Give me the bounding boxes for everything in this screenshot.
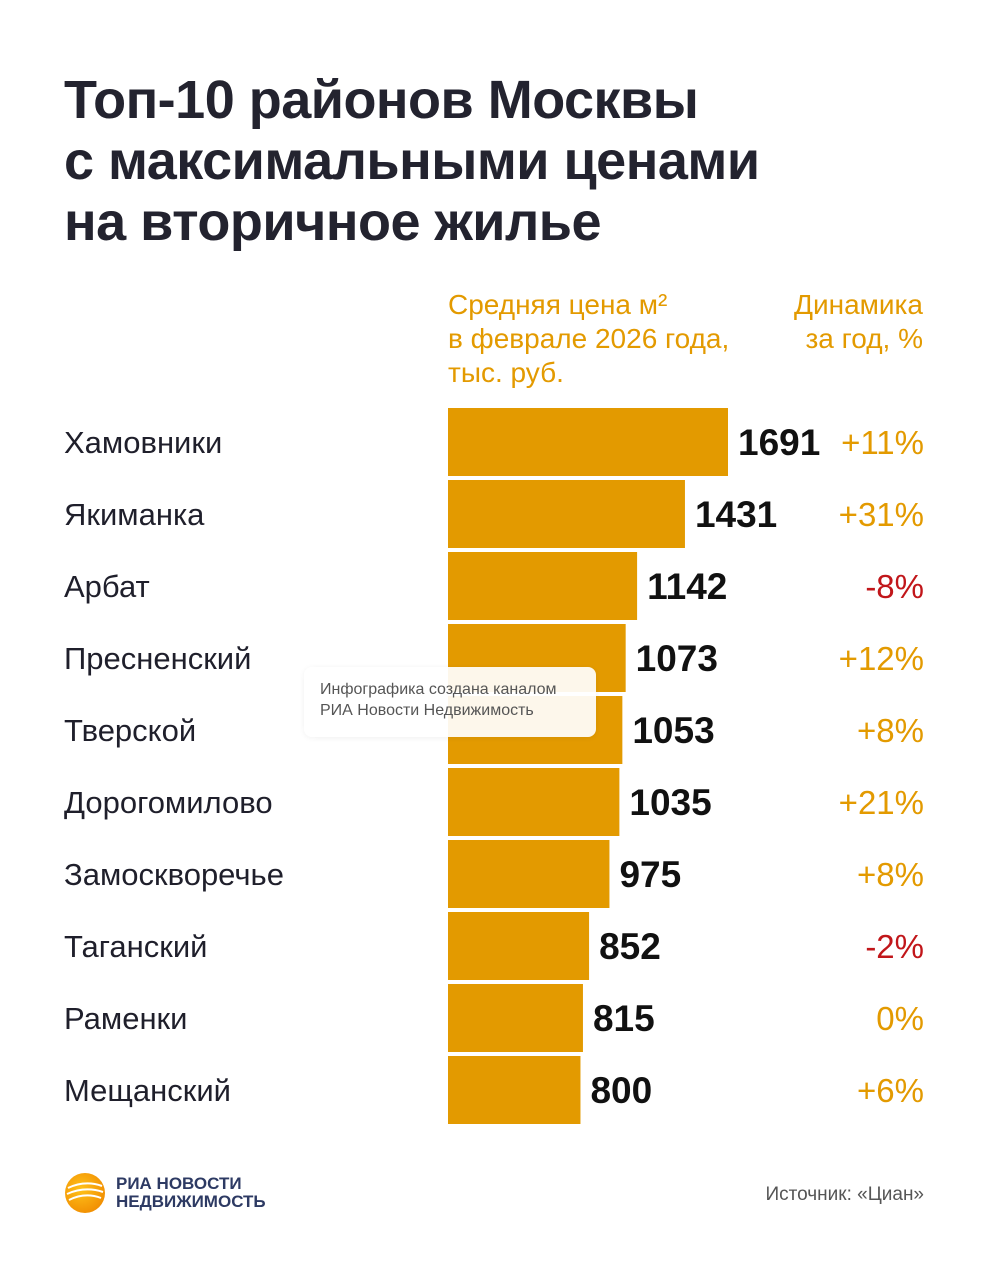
watermark-line-1: Инфографика создана каналом [320, 681, 557, 698]
logo-text: РИА НОВОСТИ НЕДВИЖИМОСТЬ [116, 1175, 266, 1211]
change-label: +8% [857, 712, 924, 749]
value-label: 1431 [695, 494, 777, 535]
category-label: Дорогомилово [64, 785, 273, 820]
value-label: 1691 [738, 422, 820, 463]
category-label: Таганский [64, 929, 207, 964]
price-header-line-2: в феврале 2026 года, [448, 323, 730, 354]
category-label: Якиманка [64, 497, 205, 532]
price-header-line-3: тыс. руб. [448, 357, 564, 388]
change-label: +12% [839, 640, 924, 677]
bar [448, 768, 620, 836]
change-label: -2% [865, 928, 924, 965]
bar [448, 912, 590, 980]
change-label: +21% [839, 784, 924, 821]
bar-chart: Хамовники 1691 +11% Якиманка 1431 +31% Арбат 11… [64, 408, 924, 1124]
category-label: Пресненский [64, 641, 251, 676]
value-label: 975 [619, 854, 681, 895]
value-label: 1142 [647, 566, 727, 607]
chart-row: Раменки 815 0% [64, 984, 924, 1052]
value-label: 1053 [632, 710, 714, 751]
change-header-line-1: Динамика [794, 289, 923, 320]
title-line-1: Топ-10 районов Москвы [64, 70, 699, 130]
bar [448, 840, 610, 908]
watermark-note: Инфографика создана каналом РИА Новости … [304, 667, 596, 737]
bar [448, 480, 685, 548]
chart-row: Мещанский 800 +6% [64, 1056, 924, 1124]
category-label: Тверской [64, 713, 196, 748]
change-label: +11% [841, 424, 924, 461]
source-note: Источник: «Циан» [765, 1184, 924, 1205]
change-label: +6% [857, 1072, 924, 1109]
value-label: 815 [593, 998, 655, 1039]
watermark-line-2: РИА Новости Недвижимость [320, 702, 534, 719]
change-header-line-2: за год, % [805, 323, 923, 354]
logo-line-2: НЕДВИЖИМОСТЬ [116, 1192, 266, 1211]
price-column-header: Средняя цена м² в феврале 2026 года, тыс… [448, 288, 729, 390]
chart-row: Пресненский 1073 +12% [64, 624, 924, 692]
ria-logo-icon [65, 1173, 105, 1213]
category-label: Арбат [64, 569, 150, 604]
change-label: -8% [865, 568, 924, 605]
price-header-line-1: Средняя цена м² [448, 289, 668, 320]
chart-row: Таганский 852 -2% [64, 912, 924, 980]
bar [448, 1056, 581, 1124]
value-label: 800 [590, 1070, 652, 1111]
chart-row: Хамовники 1691 +11% [64, 408, 924, 476]
bar [448, 552, 638, 620]
category-label: Мещанский [64, 1073, 231, 1108]
value-label: 1035 [629, 782, 711, 823]
change-column-header: Динамика за год, % [794, 288, 923, 356]
page-title: Топ-10 районов Москвы с максимальными це… [64, 70, 924, 253]
brand-logo: РИА НОВОСТИ НЕДВИЖИМОСТЬ [64, 1172, 266, 1214]
chart-row: Якиманка 1431 +31% [64, 480, 924, 548]
chart-row: Замоскворечье 975 +8% [64, 840, 924, 908]
value-label: 1073 [636, 638, 718, 679]
category-label: Раменки [64, 1001, 187, 1036]
title-line-2: с максимальными ценами [64, 131, 760, 191]
logo-line-1: РИА НОВОСТИ [116, 1174, 242, 1193]
category-label: Хамовники [64, 425, 222, 460]
change-label: +8% [857, 856, 924, 893]
chart-row: Арбат 1142 -8% [64, 552, 924, 620]
category-label: Замоскворечье [64, 857, 284, 892]
chart-row: Дорогомилово 1035 +21% [64, 768, 924, 836]
bar [448, 408, 728, 476]
title-line-3: на вторичное жилье [64, 192, 602, 252]
bar [448, 984, 583, 1052]
change-label: +31% [839, 496, 924, 533]
value-label: 852 [599, 926, 661, 967]
change-label: 0% [876, 1000, 924, 1037]
